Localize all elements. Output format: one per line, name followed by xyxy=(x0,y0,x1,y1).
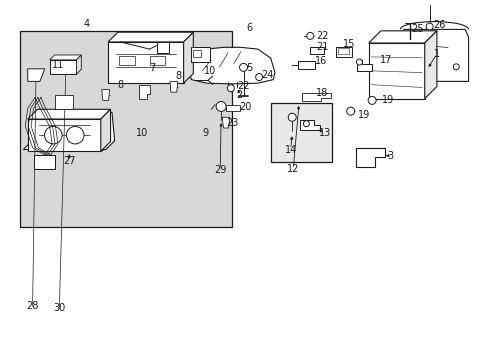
Polygon shape xyxy=(226,105,240,111)
Circle shape xyxy=(44,126,62,144)
Circle shape xyxy=(356,59,362,65)
Bar xyxy=(271,103,331,162)
Bar xyxy=(193,50,200,57)
Text: 24: 24 xyxy=(261,70,273,80)
Polygon shape xyxy=(298,61,314,69)
Text: 16: 16 xyxy=(315,56,327,66)
Text: 22: 22 xyxy=(237,81,249,91)
Circle shape xyxy=(452,64,458,70)
Polygon shape xyxy=(101,109,110,151)
Circle shape xyxy=(227,85,234,92)
Text: 13: 13 xyxy=(318,129,330,138)
Text: 19: 19 xyxy=(357,110,369,120)
Text: 7: 7 xyxy=(148,63,155,73)
Polygon shape xyxy=(108,32,193,42)
Text: 12: 12 xyxy=(286,164,299,174)
Text: 15: 15 xyxy=(343,39,355,49)
Polygon shape xyxy=(355,148,384,167)
Circle shape xyxy=(66,126,84,144)
Bar xyxy=(34,155,55,168)
Polygon shape xyxy=(400,30,468,81)
Polygon shape xyxy=(23,112,114,149)
Text: 10: 10 xyxy=(204,66,216,76)
Polygon shape xyxy=(368,43,424,99)
Text: 25: 25 xyxy=(410,24,423,34)
Polygon shape xyxy=(368,31,436,43)
Text: 1: 1 xyxy=(433,49,439,59)
Text: 5: 5 xyxy=(246,63,252,73)
Polygon shape xyxy=(302,93,330,101)
Circle shape xyxy=(303,121,309,127)
Bar xyxy=(157,42,169,53)
Bar xyxy=(149,57,164,64)
Circle shape xyxy=(216,102,225,112)
Polygon shape xyxy=(424,31,436,99)
Polygon shape xyxy=(28,119,101,151)
Bar xyxy=(119,57,134,64)
Text: 4: 4 xyxy=(83,19,89,29)
Text: 29: 29 xyxy=(214,165,226,175)
Polygon shape xyxy=(356,60,371,71)
Polygon shape xyxy=(50,55,81,60)
Text: 26: 26 xyxy=(432,20,445,30)
Bar xyxy=(335,46,351,57)
Bar xyxy=(309,46,323,54)
Text: 10: 10 xyxy=(136,128,148,138)
Text: 6: 6 xyxy=(246,23,252,33)
Polygon shape xyxy=(300,120,319,130)
Polygon shape xyxy=(28,109,110,119)
Text: 8: 8 xyxy=(175,71,182,81)
Text: 21: 21 xyxy=(316,42,328,51)
Circle shape xyxy=(425,23,432,30)
Text: 23: 23 xyxy=(225,118,238,128)
Circle shape xyxy=(255,73,262,81)
Text: 22: 22 xyxy=(316,31,328,41)
Polygon shape xyxy=(108,42,183,83)
Polygon shape xyxy=(55,95,73,109)
Text: 3: 3 xyxy=(387,150,393,161)
Polygon shape xyxy=(189,47,274,84)
Text: 28: 28 xyxy=(26,301,39,311)
Circle shape xyxy=(306,32,313,39)
Bar xyxy=(20,31,232,226)
Circle shape xyxy=(367,96,375,104)
Text: 30: 30 xyxy=(53,303,65,314)
Text: 8: 8 xyxy=(117,80,123,90)
Polygon shape xyxy=(183,32,193,83)
Text: 20: 20 xyxy=(239,102,251,112)
Bar xyxy=(337,48,348,54)
Text: 19: 19 xyxy=(381,95,393,105)
Text: 14: 14 xyxy=(284,144,296,154)
Polygon shape xyxy=(222,117,229,128)
Text: 2: 2 xyxy=(236,90,242,100)
Polygon shape xyxy=(170,81,178,92)
Text: 11: 11 xyxy=(52,60,64,70)
Text: 27: 27 xyxy=(63,156,75,166)
Text: 18: 18 xyxy=(316,88,328,98)
Text: 17: 17 xyxy=(379,55,391,65)
Polygon shape xyxy=(28,69,45,81)
Polygon shape xyxy=(50,60,76,74)
Circle shape xyxy=(346,107,354,115)
Circle shape xyxy=(239,63,247,71)
Polygon shape xyxy=(139,85,150,99)
Bar xyxy=(190,47,210,62)
Polygon shape xyxy=(102,90,109,100)
Circle shape xyxy=(287,113,296,121)
Text: 9: 9 xyxy=(202,128,208,138)
Polygon shape xyxy=(76,55,81,74)
